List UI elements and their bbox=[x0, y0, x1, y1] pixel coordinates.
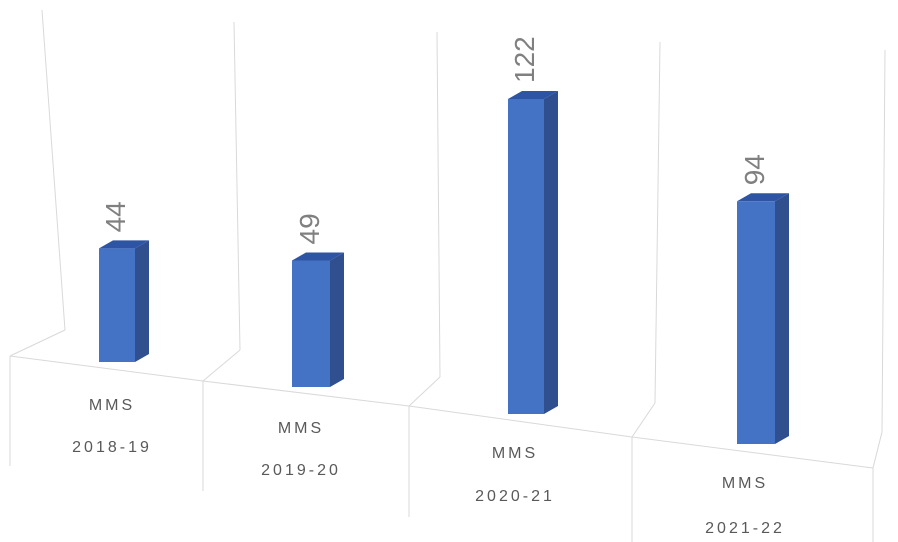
category-label-1: MMS 2018-19 bbox=[72, 397, 152, 456]
category-label-3: MMS 2020-21 bbox=[475, 445, 555, 505]
category-label-line1: MMS bbox=[492, 445, 538, 462]
gridline-vertical bbox=[436, 31, 441, 378]
category-label-line1: MMS bbox=[89, 397, 135, 414]
bar-side-face bbox=[330, 252, 344, 387]
category-label-line1: MMS bbox=[722, 475, 768, 492]
floor-divider bbox=[631, 402, 656, 438]
category-label-line2: 2021-22 bbox=[705, 520, 785, 537]
data-label-1: 44 bbox=[100, 201, 131, 232]
gridline-vertical bbox=[233, 21, 241, 351]
bar-series bbox=[99, 91, 789, 444]
bar-1 bbox=[99, 240, 149, 362]
bar-side-face bbox=[544, 91, 558, 414]
gridline-vertical bbox=[881, 49, 886, 433]
category-label-line2: 2019-20 bbox=[261, 462, 341, 479]
data-label-3: 122 bbox=[509, 36, 540, 83]
bar-4 bbox=[737, 193, 789, 444]
bar-front-face bbox=[99, 248, 135, 362]
floor-divider bbox=[9, 329, 66, 357]
bar-top-face bbox=[292, 252, 344, 261]
category-label-4: MMS 2021-22 bbox=[705, 475, 785, 537]
bar-side-face bbox=[135, 240, 149, 362]
floor-divider bbox=[872, 431, 883, 469]
data-label-2: 49 bbox=[294, 213, 325, 244]
bar-top-face bbox=[737, 193, 789, 202]
category-label-2: MMS 2019-20 bbox=[261, 420, 341, 479]
gridline-vertical bbox=[654, 41, 661, 404]
bar-top-face bbox=[508, 91, 558, 99]
category-label-line2: 2020-21 bbox=[475, 488, 555, 505]
bar-2 bbox=[292, 252, 344, 387]
category-label-line1: MMS bbox=[278, 420, 324, 437]
data-labels: 44 49 122 94 bbox=[100, 36, 770, 244]
floor-divider bbox=[202, 349, 241, 382]
bar-front-face bbox=[508, 99, 544, 414]
bar-top-face bbox=[99, 240, 149, 249]
bar-side-face bbox=[775, 193, 789, 444]
data-label-4: 94 bbox=[739, 154, 770, 185]
bar-3 bbox=[508, 91, 558, 414]
category-label-line2: 2018-19 bbox=[72, 439, 152, 456]
gridline-vertical bbox=[41, 9, 66, 331]
chart-grid bbox=[9, 9, 886, 542]
bar-front-face bbox=[292, 260, 330, 387]
category-axis-labels: MMS 2018-19 MMS 2019-20 MMS 2020-21 MMS 2021-22 bbox=[72, 397, 785, 537]
bar-front-face bbox=[737, 201, 775, 444]
floor-divider bbox=[408, 376, 441, 407]
